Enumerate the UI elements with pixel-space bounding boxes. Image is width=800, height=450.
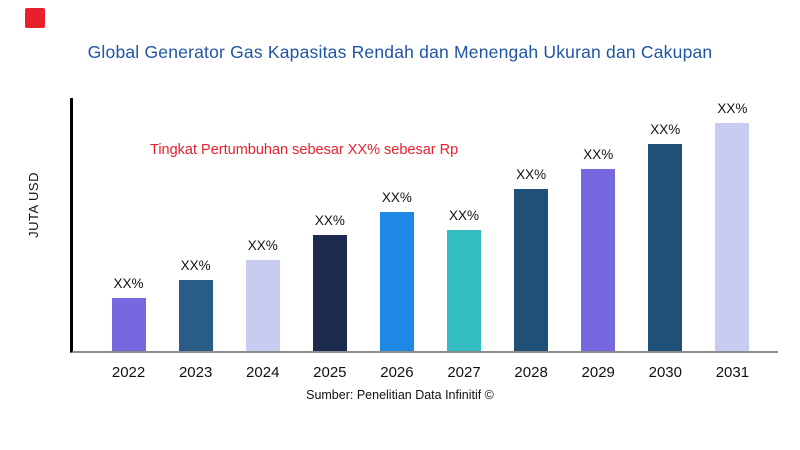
bar-group-2022: XX% 2022 [97,98,161,381]
bar-group-2030: XX% 2030 [633,98,697,381]
chart-title: Global Generator Gas Kapasitas Rendah da… [87,42,713,62]
bar-group-2028: XX% 2028 [499,98,563,381]
bar-2029 [581,168,616,351]
x-tick-label-2028: 2028 [514,364,548,381]
bar-group-2025: XX% 2025 [298,98,362,381]
x-tick-label-2030: 2030 [648,364,682,381]
bar-value-label-2028: XX% [516,167,547,183]
bar-2028 [514,189,549,351]
y-axis-label: JUTA USD [25,172,41,238]
bar-group-2023: XX% 2023 [164,98,228,381]
bar-value-label-2026: XX% [381,189,412,205]
bar-value-label-2027: XX% [449,207,480,223]
x-tick-label-2025: 2025 [313,364,347,381]
bar-value-label-2030: XX% [650,121,681,137]
bar-value-label-2031: XX% [717,101,748,117]
x-tick-label-2024: 2024 [246,364,280,381]
bar-value-label-2022: XX% [113,275,144,291]
bar-2026 [379,211,414,351]
bar-2024 [245,259,280,351]
bar-2031 [715,123,750,351]
bar-2025 [312,234,347,351]
bar-value-label-2025: XX% [314,212,345,228]
source-caption: Sumber: Penelitian Data Infinitif © [306,388,494,402]
x-tick-label-2027: 2027 [447,364,481,381]
growth-rate-annotation: Tingkat Pertumbuhan sebesar XX% sebesar … [150,142,459,158]
bar-group-2031: XX% 2031 [700,98,764,381]
bar-group-2029: XX% 2029 [566,98,630,381]
bar-2030 [648,143,683,351]
x-tick-label-2031: 2031 [715,364,750,381]
bar-group-2026: XX% 2026 [365,98,429,381]
bar-value-label-2023: XX% [180,258,211,274]
bar-group-2024: XX% 2024 [231,98,295,381]
bar-chart: Tingkat Pertumbuhan sebesar XX% sebesar … [70,98,778,381]
x-tick-label-2023: 2023 [178,364,213,381]
bar-2022 [111,297,146,351]
bar-value-label-2029: XX% [583,146,614,162]
plot-area: XX% 2022 XX% 2023 XX% 2024 XX% 2025 XX% 2026 XX% 20… [70,98,778,381]
x-tick-label-2029: 2029 [581,364,615,381]
x-tick-label-2026: 2026 [380,364,414,381]
bar-2023 [178,280,213,351]
bar-group-2027: XX% 2027 [432,98,496,381]
y-axis: JUTA USD [22,90,44,320]
bar-2027 [447,229,482,351]
brand-logo [25,8,45,28]
x-tick-label-2022: 2022 [111,364,146,381]
bar-value-label-2024: XX% [247,237,278,253]
